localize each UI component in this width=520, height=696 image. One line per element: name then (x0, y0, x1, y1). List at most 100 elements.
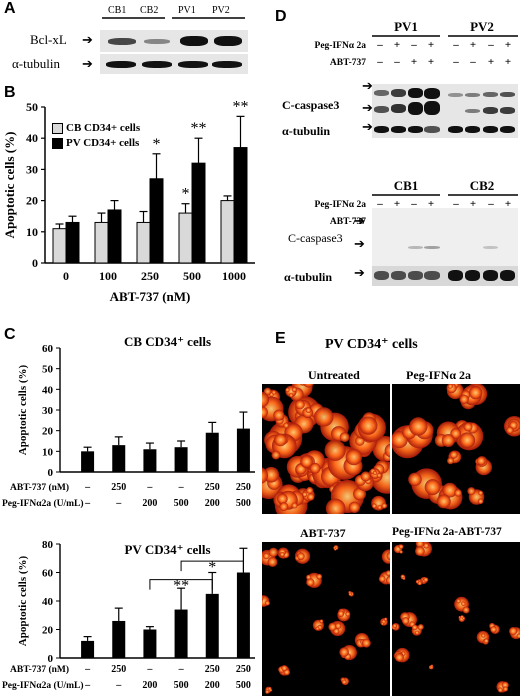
cell-blob (462, 606, 470, 614)
cell-blob (361, 638, 371, 648)
c-abt-value: – (146, 664, 153, 675)
cell-blob (414, 630, 420, 635)
cell-blob (447, 457, 454, 465)
cell-blob (417, 581, 422, 586)
c-ytick-label: 50 (42, 364, 54, 376)
b-bar-0 (52, 228, 67, 264)
cell-blob (297, 552, 305, 561)
b-xtick-label: 0 (63, 269, 69, 283)
micro-title-abt: ABT-737 (300, 526, 346, 540)
cell-blob (415, 546, 425, 557)
cell-blob (378, 575, 386, 583)
cell-blob (442, 482, 458, 498)
cell-blob (463, 422, 473, 432)
cell-blob (508, 626, 518, 636)
cell-blob (467, 487, 476, 496)
c-ytick-label: 0 (48, 653, 54, 665)
lane-label-pv2: PV2 (212, 5, 230, 16)
cell-blob (316, 573, 323, 580)
cell-blob (335, 622, 342, 629)
cell-blob (291, 502, 298, 509)
cell-blob (399, 550, 403, 554)
d-ifn-sign: + (505, 198, 511, 210)
cell-blob (291, 387, 297, 392)
cell-blob (265, 689, 270, 694)
cell-blob (345, 611, 351, 617)
c-row-label-abt: ABT-737 (nM) (10, 482, 69, 493)
cell-blob (431, 664, 433, 667)
d-ifn-sign: + (428, 39, 434, 51)
c-bar (174, 609, 188, 658)
cell-blob (305, 407, 312, 414)
cell-blob (263, 552, 270, 560)
c-ytick-label: 20 (42, 625, 54, 637)
arrow-right-icon: ➔ (82, 32, 93, 47)
legend-pv-label: PV CD34+ cells (66, 137, 140, 149)
cell-blob (408, 472, 422, 487)
cell-blob (401, 577, 403, 580)
cell-blob (454, 489, 462, 497)
cell-blob (392, 623, 398, 628)
c-ifn-value: – (84, 680, 91, 691)
cell-blob (423, 542, 430, 549)
cell-blob (306, 574, 312, 580)
micrograph-ifn (392, 384, 520, 514)
arrow-right-icon: ➔ (362, 78, 373, 93)
tubulin-blot-a (100, 54, 248, 74)
cell-blob (269, 688, 273, 692)
cell-blob (262, 467, 269, 484)
lane-label-pv1: PV1 (178, 5, 196, 16)
panel-a-label: A (4, 0, 16, 17)
b-bar-0 (178, 212, 193, 264)
cell-blob (333, 546, 336, 550)
cell-blob (441, 433, 455, 448)
cell-blob (348, 501, 361, 514)
cell-blob (371, 503, 377, 509)
cell-blob (449, 450, 458, 459)
c-ifn-value: 500 (236, 498, 251, 509)
cell-blob (458, 615, 461, 619)
cell-blob (314, 407, 334, 427)
cell-blob (279, 502, 289, 512)
cell-blob (376, 472, 382, 478)
cell-blob (516, 633, 520, 639)
c-ylabel: Apoptotic cells (%) (17, 364, 29, 455)
cell-blob (300, 455, 313, 468)
d-abt-sign: – (469, 56, 476, 68)
c-abt-value: – (178, 664, 185, 675)
cell-blob (459, 432, 476, 449)
cell-blob (341, 679, 347, 685)
d-abt-sign: – (393, 56, 400, 68)
d-treat-label-abt: ABT-737 (330, 217, 366, 227)
d-ifn-sign: – (410, 198, 417, 210)
b-xtick-label: 500 (183, 269, 201, 283)
c-abt-value: – (84, 664, 91, 675)
c-abt-value: 250 (236, 482, 251, 493)
arrow-right-icon: ➔ (354, 265, 365, 280)
cell-blob (306, 578, 315, 587)
legend-cb-label: CB CD34+ cells (66, 122, 141, 134)
cell-blob (447, 384, 453, 389)
cell-blob (372, 470, 377, 476)
lane-underline (102, 17, 245, 19)
d-ifn-sign: + (394, 39, 400, 51)
c-ytick-label: 0 (48, 467, 54, 479)
c-abt-value: 250 (205, 482, 220, 493)
d-treat-label-ifn: Peg-IFNα 2a (315, 41, 367, 51)
c-bar (236, 572, 250, 658)
micro-title-untreated: Untreated (308, 368, 360, 382)
d-ifn-sign: – (452, 198, 459, 210)
cell-blob (415, 542, 425, 548)
d-group-label: CB2 (470, 178, 495, 193)
cell-blob (417, 623, 424, 631)
d-abt-sign: – (376, 56, 383, 68)
c-ifn-value: 200 (205, 680, 220, 691)
c-significance: ** (173, 578, 189, 595)
cell-blob (359, 416, 378, 435)
c-abt-value: – (84, 482, 91, 493)
cell-blob (381, 502, 388, 509)
b-bar-0 (220, 200, 235, 264)
cell-blob (377, 505, 382, 510)
cell-blob (333, 628, 340, 635)
cell-blob (281, 665, 288, 672)
